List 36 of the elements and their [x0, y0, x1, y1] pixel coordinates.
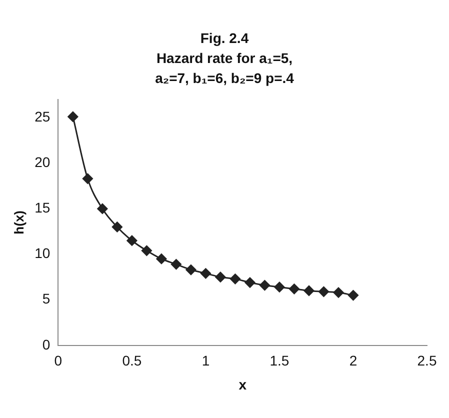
- y-tick-label: 0: [42, 336, 50, 352]
- y-tick-label: 25: [34, 108, 50, 124]
- chart-subtitle: Hazard rate for a₁=5, a₂=7, b₁=6, b₂=9 p=.4: [154, 49, 295, 88]
- point: [170, 259, 182, 270]
- x-axis-title: x: [238, 376, 247, 392]
- point: [230, 274, 240, 284]
- point: [97, 203, 108, 214]
- x-tick-label: 1: [202, 352, 210, 369]
- point: [156, 254, 167, 264]
- x-tick-label: 0.5: [122, 352, 142, 369]
- x-tick-label: 2: [349, 352, 358, 369]
- point: [215, 272, 226, 282]
- y-tick-label: 5: [42, 290, 50, 307]
- point: [126, 235, 138, 246]
- point: [333, 287, 344, 298]
- x-tick-label: 1.5: [270, 352, 290, 369]
- point: [112, 222, 122, 232]
- point: [82, 173, 93, 184]
- point: [288, 284, 300, 294]
- point: [186, 264, 196, 276]
- y-axis-title: h(x): [11, 210, 26, 234]
- y-tick-label: 15: [34, 200, 50, 216]
- point: [68, 111, 78, 122]
- point: [200, 268, 211, 279]
- point: [274, 282, 285, 292]
- chart-title: Fig. 2.4: [199, 29, 250, 48]
- y-tick-label: 10: [34, 245, 50, 262]
- point: [348, 290, 358, 301]
- point: [259, 280, 270, 291]
- point: [318, 286, 329, 297]
- point: [141, 245, 152, 256]
- point: [244, 277, 256, 288]
- y-tick-label: 20: [34, 154, 50, 170]
- x-tick-label: 2.5: [417, 352, 437, 369]
- point: [304, 285, 314, 296]
- x-tick-label: 0: [54, 352, 62, 369]
